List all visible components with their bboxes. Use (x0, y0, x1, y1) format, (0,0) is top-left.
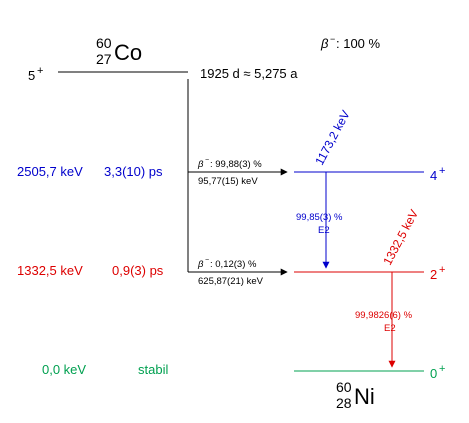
level-0plus-parity: + (439, 363, 445, 375)
daughter-atomic-number: 28 (336, 395, 352, 411)
beta-4plus-sign: − (205, 157, 209, 164)
beta-4plus-intensity: : 99,88(3) % (210, 159, 262, 170)
gamma-1332-intensity: 99,9826(6) % (355, 310, 413, 321)
beta-branch-4plus: β − : 99,88(3) % 95,77(15) keV (188, 157, 288, 187)
gamma-1173-intensity: 99,85(3) % (296, 212, 343, 223)
parent-spin-value: 5 (28, 68, 35, 83)
parent-spin: 5 + (28, 65, 43, 83)
daughter-mass-number: 60 (336, 379, 352, 395)
daughter-symbol: Ni (354, 384, 375, 409)
level-0plus-spin: 0 (430, 366, 437, 381)
gamma-1173-energy: 1173,2 keV (312, 108, 352, 167)
gamma-1332-energy: 1332,5 keV (380, 207, 421, 267)
level-2plus: 1332,5 keV 0,9(3) ps 2 + (17, 263, 445, 282)
level-2plus-spin: 2 (430, 267, 437, 282)
level-4plus-half-life: 3,3(10) ps (104, 164, 163, 179)
beta-2plus-energy: 625,87(21) keV (198, 276, 264, 287)
level-2plus-parity: + (439, 264, 445, 276)
level-4plus-spin: 4 (430, 168, 437, 183)
parent-half-life: 1925 d ≈ 5,275 a (200, 66, 298, 81)
parent-mass-number: 60 (96, 35, 112, 51)
parent-beta-branch: : 100 % (336, 36, 381, 51)
beta-4plus-energy: 95,77(15) keV (198, 176, 258, 187)
beta-2plus-intensity: : 0,12(3) % (210, 259, 257, 270)
level-4plus-energy: 2505,7 keV (17, 164, 83, 179)
beta-2plus-sign: − (205, 257, 209, 264)
beta-branch-2plus: β − : 0,12(3) % 625,87(21) keV (188, 257, 288, 287)
parent-symbol: Co (114, 40, 142, 65)
parent-beta-symbol: β (320, 36, 329, 51)
level-4plus-parity: + (439, 165, 445, 177)
beta-2plus-symbol: β (197, 259, 204, 270)
gamma-1332: 1332,5 keV 99,9826(6) % E2 (355, 207, 421, 368)
daughter-nucleus-label: 60 28 Ni (336, 379, 375, 411)
level-0plus: 0,0 keV stabil 0 + (42, 362, 445, 381)
parent-atomic-number: 27 (96, 51, 112, 67)
parent-beta-sign: − (330, 34, 335, 44)
parent-decay-mode: β − : 100 % (320, 34, 381, 51)
parent-parity: + (37, 65, 43, 77)
level-0plus-energy: 0,0 keV (42, 362, 86, 377)
level-2plus-half-life: 0,9(3) ps (112, 263, 164, 278)
gamma-1173-multipolarity: E2 (318, 225, 330, 236)
gamma-1173: 1173,2 keV 99,85(3) % E2 (296, 108, 353, 269)
parent-nucleus-label: 60 27 Co (96, 35, 142, 67)
gamma-1332-multipolarity: E2 (384, 323, 396, 334)
beta-4plus-symbol: β (197, 159, 204, 170)
level-4plus: 2505,7 keV 3,3(10) ps 4 + (17, 164, 445, 183)
level-2plus-energy: 1332,5 keV (17, 263, 83, 278)
level-0plus-half-life: stabil (138, 362, 168, 377)
